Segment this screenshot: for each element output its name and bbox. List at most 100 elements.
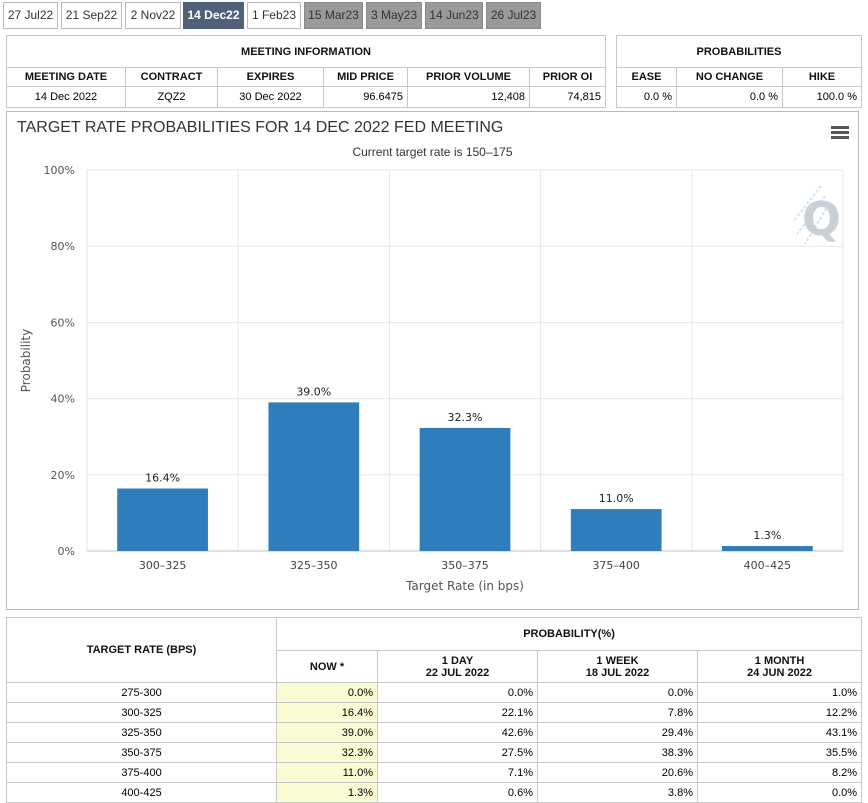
y-tick-label: 40% <box>51 393 75 406</box>
tab-15-mar23[interactable]: 15 Mar23 <box>304 2 363 29</box>
table-row: 275-300 0.0% 0.0% 0.0% 1.0% <box>6 682 863 703</box>
one-day-column-header: 1 DAY 22 JUL 2022 <box>377 650 538 683</box>
one-week-probability-cell: 7.8% <box>537 702 698 723</box>
prior-volume-value: 12,408 <box>407 86 530 108</box>
target-rate-cell: 350-375 <box>6 742 277 763</box>
ease-value: 0.0 % <box>616 86 677 108</box>
one-month-probability-cell: 1.0% <box>696 682 863 703</box>
table-row: 325-350 39.0% 42.6% 29.4% 43.1% <box>6 722 863 743</box>
one-week-probability-cell: 29.4% <box>537 722 698 743</box>
bar-data-label: 32.3% <box>448 411 483 424</box>
one-day-probability-cell: 27.5% <box>377 742 538 763</box>
one-day-probability-cell: 22.1% <box>377 702 538 723</box>
one-week-probability-cell: 0.0% <box>537 682 698 703</box>
target-rate-cell: 275-300 <box>6 682 277 703</box>
ease-header: EASE <box>616 67 677 87</box>
no-change-value: 0.0 % <box>676 86 783 108</box>
bar-350–375 <box>419 427 511 551</box>
one-day-probability-cell: 0.0% <box>377 682 538 703</box>
one-week-probability-cell: 3.8% <box>537 782 698 803</box>
meeting-date-value: 14 Dec 2022 <box>6 86 126 108</box>
tab-14-jun23[interactable]: 14 Jun23 <box>425 2 483 29</box>
bar-data-label: 1.3% <box>753 529 781 542</box>
quikstrike-logo-icon: Q <box>785 182 845 252</box>
prior-volume-header: PRIOR VOLUME <box>407 67 530 87</box>
hike-value: 100.0 % <box>781 86 863 108</box>
prior-oi-header: PRIOR OI <box>528 67 607 87</box>
expires-value: 30 Dec 2022 <box>217 86 324 108</box>
one-month-probability-cell: 0.0% <box>696 782 863 803</box>
y-tick-label: 0% <box>58 545 75 558</box>
tab-26-jul23[interactable]: 26 Jul23 <box>486 2 541 29</box>
y-axis-title: Probability <box>19 329 33 392</box>
now-probability-cell: 16.4% <box>276 702 378 723</box>
tab-14-dec22[interactable]: 14 Dec22 <box>183 2 244 29</box>
one-month-date: 24 JUN 2022 <box>747 666 812 679</box>
contract-value: ZQZ2 <box>125 86 218 108</box>
now-probability-cell: 11.0% <box>276 762 378 783</box>
one-month-column-header: 1 MONTH 24 JUN 2022 <box>696 650 863 683</box>
probabilities-title: PROBABILITIES <box>615 35 863 68</box>
one-month-probability-cell: 12.2% <box>696 702 863 723</box>
target-rate-cell: 400-425 <box>6 782 277 803</box>
x-tick-label: 400–425 <box>744 559 792 572</box>
target-rate-header: TARGET RATE (BPS) <box>6 617 277 683</box>
bar-data-label: 11.0% <box>599 492 634 505</box>
table-row: 400-425 1.3% 0.6% 3.8% 0.0% <box>6 782 863 803</box>
x-tick-label: 350–375 <box>441 559 489 572</box>
chart-title: TARGET RATE PROBABILITIES FOR 14 DEC 202… <box>17 119 504 136</box>
y-tick-label: 100% <box>44 164 75 177</box>
contract-header: CONTRACT <box>125 67 218 87</box>
bar-400–425 <box>722 546 813 551</box>
x-tick-label: 325–350 <box>290 559 338 572</box>
bar-data-label: 16.4% <box>145 472 180 485</box>
y-tick-label: 80% <box>51 240 75 253</box>
y-tick-label: 60% <box>51 316 75 329</box>
one-week-label: 1 WEEK <box>596 654 639 667</box>
one-day-label: 1 DAY <box>441 654 474 667</box>
chart-subtitle: Current target rate is 150–175 <box>352 145 513 159</box>
no-change-header: NO CHANGE <box>676 67 783 87</box>
probability-bar-chart: 0% 20% 40% 60% 80% 100% 16.4% 300–325 39.0% 325–3… <box>19 164 844 593</box>
one-month-probability-cell: 8.2% <box>696 762 863 783</box>
one-day-probability-cell: 42.6% <box>377 722 538 743</box>
one-week-date: 18 JUL 2022 <box>585 666 650 679</box>
meeting-information-table: MEETING INFORMATION MEETING DATE CONTRAC… <box>5 35 607 108</box>
prior-oi-value: 74,815 <box>528 86 607 108</box>
meeting-date-header: MEETING DATE <box>6 67 126 87</box>
now-probability-cell: 39.0% <box>276 722 378 743</box>
one-week-column-header: 1 WEEK 18 JUL 2022 <box>537 650 698 683</box>
target-rate-cell: 325-350 <box>6 722 277 743</box>
now-probability-cell: 0.0% <box>276 682 378 703</box>
one-month-probability-cell: 35.5% <box>696 742 863 763</box>
target-rate-chart-panel: TARGET RATE PROBABILITIES FOR 14 DEC 202… <box>6 111 859 610</box>
tab-2-nov22[interactable]: 2 Nov22 <box>125 2 181 29</box>
x-tick-label: 300–325 <box>139 559 187 572</box>
now-probability-cell: 32.3% <box>276 742 378 763</box>
x-tick-label: 375–400 <box>592 559 640 572</box>
one-day-probability-cell: 7.1% <box>377 762 538 783</box>
hike-header: HIKE <box>781 67 863 87</box>
one-day-probability-cell: 0.6% <box>377 782 538 803</box>
mid-price-header: MID PRICE <box>323 67 408 87</box>
chart-menu-icon[interactable] <box>831 126 849 140</box>
table-row: 300-325 16.4% 22.1% 7.8% 12.2% <box>6 702 863 723</box>
bar-375–400 <box>570 509 662 551</box>
table-row: 375-400 11.0% 7.1% 20.6% 8.2% <box>6 762 863 783</box>
y-tick-label: 20% <box>51 469 75 482</box>
bar-data-label: 39.0% <box>296 385 331 398</box>
bar-300–325 <box>117 488 208 551</box>
target-rate-cell: 300-325 <box>6 702 277 723</box>
now-probability-cell: 1.3% <box>276 782 378 803</box>
one-month-probability-cell: 43.1% <box>696 722 863 743</box>
now-column-header: NOW * <box>276 650 378 683</box>
one-week-probability-cell: 20.6% <box>537 762 698 783</box>
table-row: 350-375 32.3% 27.5% 38.3% 35.5% <box>6 742 863 763</box>
now-column-label: NOW * <box>309 660 345 673</box>
tab-1-feb23[interactable]: 1 Feb23 <box>247 2 301 29</box>
expires-header: EXPIRES <box>217 67 324 87</box>
tab-3-may23[interactable]: 3 May23 <box>366 2 422 29</box>
tab-21-sep22[interactable]: 21 Sep22 <box>61 2 122 29</box>
one-month-label: 1 MONTH <box>754 654 805 667</box>
tab-27-jul22[interactable]: 27 Jul22 <box>3 2 58 29</box>
